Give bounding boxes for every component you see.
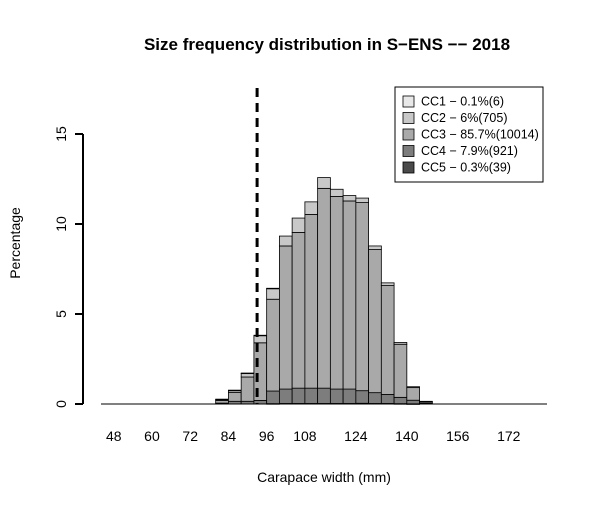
legend-label: CC3 − 85.7%(10014) (421, 128, 539, 142)
bar-segment (278, 245, 293, 390)
bar-segment (278, 388, 293, 404)
x-tick-label: 124 (344, 428, 368, 444)
bar-segment (228, 391, 242, 402)
bar-segment (368, 245, 382, 250)
bar-segment (329, 188, 344, 197)
legend-label: CC1 − 0.1%(6) (421, 95, 504, 109)
bar-segment (368, 392, 382, 404)
x-tick-label: 48 (106, 428, 122, 444)
bar-segment (266, 288, 280, 300)
legend-swatch (402, 112, 415, 124)
bar-segment (355, 390, 370, 404)
bar-segment (406, 399, 420, 405)
bar-segment (406, 386, 420, 389)
y-tick-label: 10 (53, 216, 69, 232)
bar-segment (291, 387, 306, 404)
x-tick-label: 96 (259, 428, 275, 444)
bar-segment (355, 202, 370, 392)
x-tick-label: 84 (221, 428, 237, 444)
legend-swatch (402, 161, 415, 174)
bar-segment (304, 214, 319, 389)
legend-swatch (402, 128, 415, 141)
bar-segment (304, 387, 319, 404)
legend-swatch (402, 95, 415, 108)
bar-segment (215, 398, 229, 401)
bar-segment (317, 387, 331, 404)
bar-segment (406, 387, 420, 401)
x-tick-label: 108 (293, 428, 317, 444)
x-tick-label: 140 (395, 428, 419, 444)
y-tick-label: 15 (53, 126, 69, 142)
x-axis-label: Carapace width (mm) (257, 469, 391, 485)
bar-segment (228, 389, 242, 392)
bar-segment (304, 201, 319, 215)
x-tick-label: 72 (182, 428, 198, 444)
legend-swatch (402, 145, 415, 157)
bar-segment (342, 388, 357, 404)
bar-segment (278, 235, 293, 247)
legend-label: CC4 − 7.9%(921) (421, 144, 518, 158)
bar-segment (393, 342, 408, 345)
x-tick-label: 172 (497, 428, 521, 444)
legend-label: CC2 − 6%(705) (421, 111, 508, 125)
legend: CC1 − 0.1%(6) CC2 − 6%(705) CC3 − 85.7%(10… (394, 86, 544, 183)
bar-segment (368, 249, 382, 394)
bar-segment (355, 197, 370, 203)
bar-segment (329, 196, 344, 390)
bar-segment (215, 399, 229, 404)
x-tick-label: 60 (144, 428, 160, 444)
bar-segment (317, 177, 331, 189)
bar-segment (329, 388, 344, 404)
bar-segment (393, 343, 408, 398)
legend-label: CC5 − 0.3%(39) (421, 161, 511, 175)
bar-segment (291, 217, 306, 233)
legend-box (394, 86, 544, 183)
y-tick-label: 0 (53, 400, 69, 408)
bar-segment (291, 232, 306, 389)
axes-layer: 0 5 10 15 48 60 72 84 96 108 124 140 156 172 (53, 88, 547, 444)
y-axis-label: Percentage (7, 207, 23, 279)
bar-segment (380, 285, 395, 395)
bar-segment (266, 390, 280, 405)
bar-segment (342, 200, 357, 390)
bar-segment (393, 396, 408, 405)
bar-segment (380, 282, 395, 286)
bars-layer (215, 177, 433, 405)
bar-segment (240, 372, 255, 375)
bar-segment (380, 394, 395, 404)
bar-segment (317, 187, 331, 389)
bar-segment (240, 376, 255, 402)
bar-segment (266, 287, 280, 290)
y-tick-label: 5 (53, 310, 69, 318)
bar-segment (342, 195, 357, 202)
chart-title: Size frequency distribution in S−ENS −− … (144, 35, 510, 54)
x-tick-label: 156 (446, 428, 470, 444)
bar-segment (419, 400, 433, 403)
bar-segment (266, 298, 280, 392)
